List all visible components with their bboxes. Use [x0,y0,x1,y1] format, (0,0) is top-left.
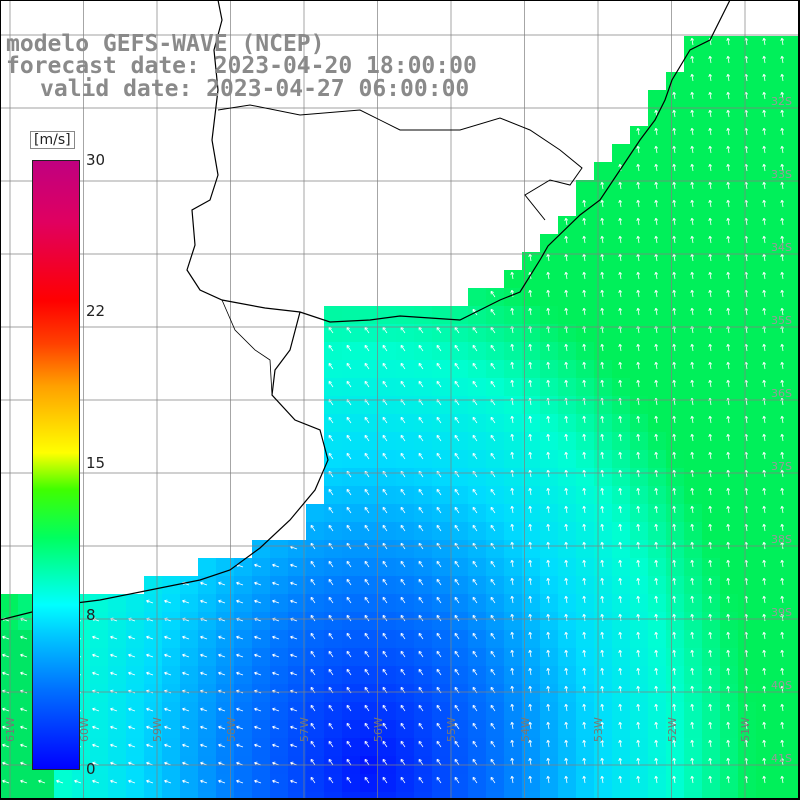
colorbar-unit-label: [m/s] [30,131,75,149]
latitude-label: 32S [771,95,792,108]
longitude-label: 61W [4,717,17,742]
longitude-label: 60W [77,717,91,742]
latitude-label: 39S [771,606,792,619]
longitude-label: 55W [445,717,458,742]
longitude-label: 51W [739,717,752,742]
longitude-label: 56W [371,717,385,742]
latitude-label: 38S [771,533,792,546]
longitude-label: 54W [518,717,532,742]
title-forecast-date: forecast date: 2023-04-20 18:00:00 [6,53,477,79]
latitude-label: 37S [771,460,792,473]
coastline [0,0,731,621]
longitude-label: 58W [224,717,238,742]
colorbar [32,160,80,770]
latitude-label: 34S [771,241,792,254]
latitude-label: 41S [771,752,792,765]
colorbar-tick-15: 15 [86,454,106,472]
colorbar-tick-0: 0 [86,760,96,778]
latitude-label: 35S [771,314,792,327]
colorbar-tick-22: 22 [86,302,106,320]
latitude-label: 33S [771,168,792,181]
colorbar-tick-30: 30 [86,151,106,169]
latitude-label: 36S [771,387,792,400]
title-valid-date: valid date: 2023-04-27 06:00:00 [40,76,470,102]
title-model: modelo GEFS-WAVE (NCEP) [6,31,325,57]
colorbar-tick-8: 8 [86,606,96,624]
longitude-label: 53W [592,717,605,742]
longitude-label: 52W [665,717,679,742]
longitude-label: 59W [151,717,164,742]
longitude-label: 57W [298,717,311,742]
latitude-label: 40S [771,679,792,692]
